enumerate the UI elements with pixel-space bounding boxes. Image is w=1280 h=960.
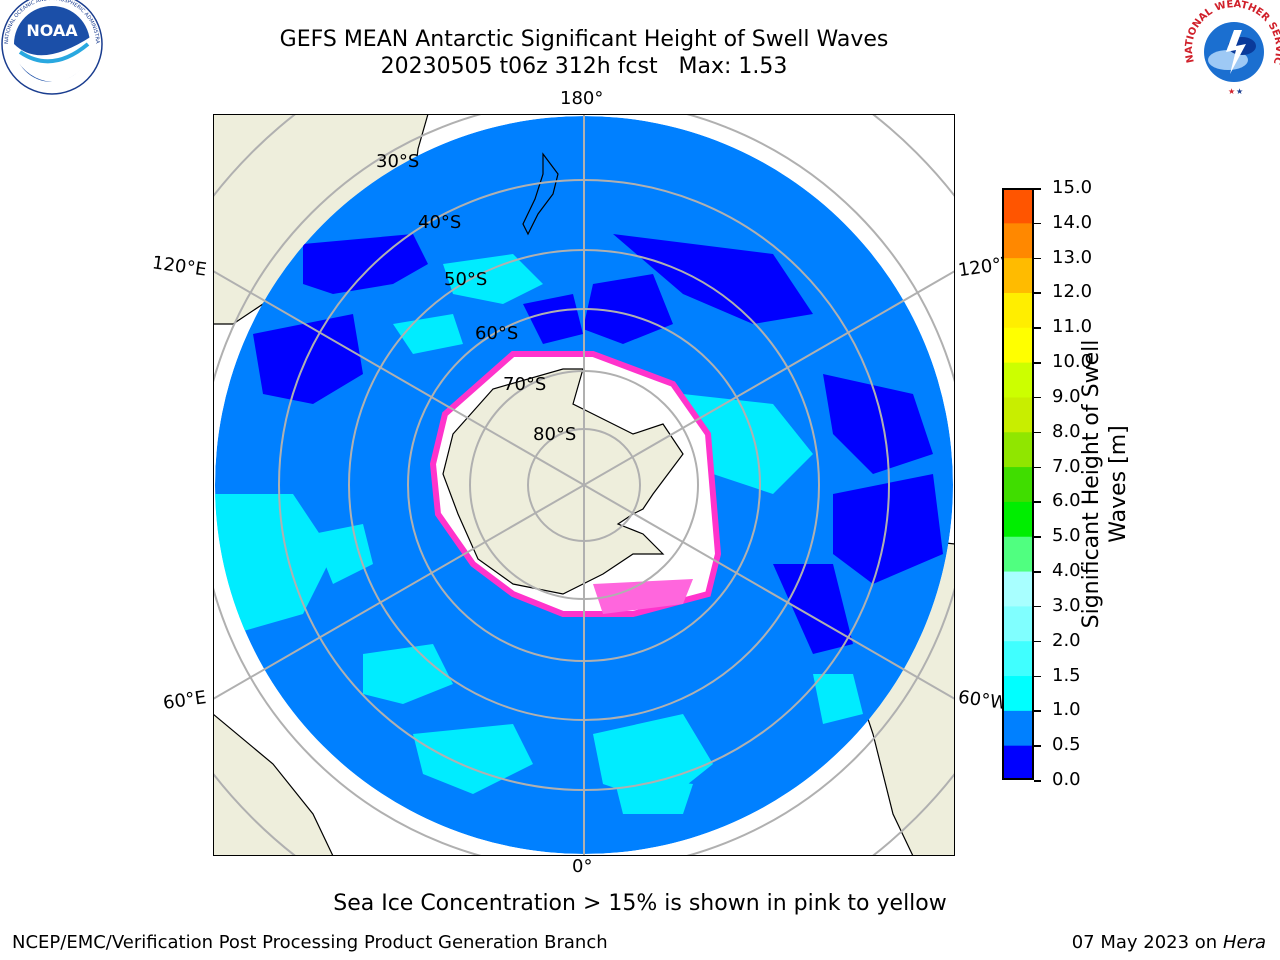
footer-credit: NCEP/EMC/Verification Post Processing Pr…: [12, 932, 608, 953]
colorbar-segment: [1002, 292, 1034, 328]
colorbar-tick-label: 13.0: [1052, 246, 1093, 268]
colorbar-segment: [1002, 362, 1034, 398]
colorbar-tick-mark: [1034, 605, 1041, 608]
colorbar-segment: [1002, 501, 1034, 537]
longitude-lines: [213, 114, 955, 856]
title-line-2: 20230505 t06z 312h fcst Max: 1.53: [380, 54, 788, 79]
colorbar-segment: [1002, 571, 1034, 607]
colorbar-tick-label: 14.0: [1052, 211, 1093, 233]
lat-label-50s: 50°S: [444, 269, 488, 290]
colorbar-tick-mark: [1034, 292, 1041, 294]
colorbar-tick-label: 11.0: [1052, 316, 1093, 338]
colorbar-segment: [1002, 675, 1034, 711]
lat-label-70s: 70°S: [503, 374, 547, 395]
nws-logo: NATIONAL WEATHER SERVICE ★ ★: [1176, 0, 1280, 96]
noaa-logo: NOAA NATIONAL OCEANIC AND ATMOSPHERIC AD…: [0, 0, 103, 95]
colorbar-tick-label: 1.5: [1052, 664, 1081, 686]
colorbar-tick-label: 7.0: [1052, 455, 1081, 477]
lat-label-40s: 40°S: [418, 212, 462, 233]
colorbar-tick-mark: [1034, 501, 1041, 503]
colorbar-segment: [1002, 396, 1034, 433]
sea-ice-note: Sea Ice Concentration > 15% is shown in …: [333, 891, 947, 916]
colorbar-tick-mark: [1034, 222, 1041, 225]
colorbar-segment: [1002, 222, 1034, 259]
colorbar-tick-label: 12.0: [1052, 281, 1093, 303]
svg-text:★: ★: [1228, 87, 1235, 96]
colorbar-tick-label: 3.0: [1052, 594, 1081, 616]
colorbar-segment: [1002, 745, 1034, 780]
lat-label-60s: 60°S: [475, 323, 519, 344]
lat-label-80s: 80°S: [533, 424, 577, 445]
colorbar-tick-mark: [1034, 675, 1041, 678]
colorbar-tick-mark: [1034, 571, 1041, 573]
colorbar-tick-label: 15.0: [1052, 177, 1093, 198]
colorbar-label: Significant Height of Swell Waves [m]: [1079, 339, 1131, 629]
colorbar-segment: [1002, 188, 1034, 224]
colorbar-segment: [1002, 640, 1034, 677]
colorbar-tick-label: 0.5: [1052, 734, 1081, 756]
colorbar-segment: [1002, 431, 1034, 468]
colorbar-tick-mark: [1034, 640, 1041, 643]
colorbar-tick-label: 1.0: [1052, 699, 1081, 721]
sea-ice-rim: [429, 351, 722, 617]
low-swell-areas: [253, 234, 943, 654]
colorbar-tick-label: 2.0: [1052, 629, 1081, 651]
colorbar-tick-label: 9.0: [1052, 385, 1081, 407]
africa-land: [213, 713, 334, 856]
colorbar-segment: [1002, 466, 1034, 502]
noaa-logo-text: NOAA: [26, 21, 78, 40]
lon-label-120e: 120°E: [150, 252, 208, 281]
colorbar-tick-mark: [1034, 466, 1041, 469]
footer-host: Hera: [1222, 932, 1266, 953]
colorbar-tick-mark: [1034, 536, 1041, 538]
weddell-sea-ice: [593, 579, 693, 614]
colorbar-tick-label: 5.0: [1052, 525, 1081, 547]
svg-text:★: ★: [1236, 87, 1243, 96]
colorbar-tick-label: 8.0: [1052, 420, 1081, 442]
colorbar-tick-mark: [1034, 396, 1041, 399]
mid-swell-areas: [215, 254, 863, 814]
footer-date-text: 07 May 2023 on: [1071, 932, 1218, 953]
colorbar-segment: [1002, 710, 1034, 746]
lon-label-0: 0°: [572, 856, 593, 877]
colorbar-tick-mark: [1034, 780, 1041, 782]
corner-ne: [813, 114, 955, 174]
colorbar-tick-mark: [1034, 188, 1041, 190]
colorbar-tick-label: 10.0: [1052, 351, 1093, 373]
title-line-1: GEFS MEAN Antarctic Significant Height o…: [279, 27, 889, 52]
colorbar-tick-mark: [1034, 745, 1041, 747]
colorbar-tick-label: 0.0: [1052, 769, 1081, 790]
colorbar-tick-mark: [1034, 710, 1041, 712]
colorbar-segment: [1002, 605, 1034, 642]
lon-label-60e: 60°E: [161, 687, 208, 714]
colorbar-tick-mark: [1034, 327, 1041, 329]
colorbar: [1002, 188, 1034, 780]
colorbar-tick-mark: [1034, 362, 1041, 364]
lon-label-180: 180°: [560, 88, 604, 109]
colorbar-tick-label: 4.0: [1052, 560, 1081, 582]
colorbar-tick-mark: [1034, 257, 1041, 260]
colorbar-frame: [1002, 188, 1034, 780]
colorbar-segment: [1002, 327, 1034, 363]
colorbar-segment: [1002, 257, 1034, 293]
footer-date: 07 May 2023 on Hera: [1072, 932, 1266, 953]
lat-label-30s: 30°S: [376, 151, 420, 172]
colorbar-segment: [1002, 536, 1034, 572]
colorbar-tick-mark: [1034, 431, 1041, 434]
polar-map: [213, 114, 955, 856]
colorbar-tick-label: 6.0: [1052, 490, 1081, 512]
